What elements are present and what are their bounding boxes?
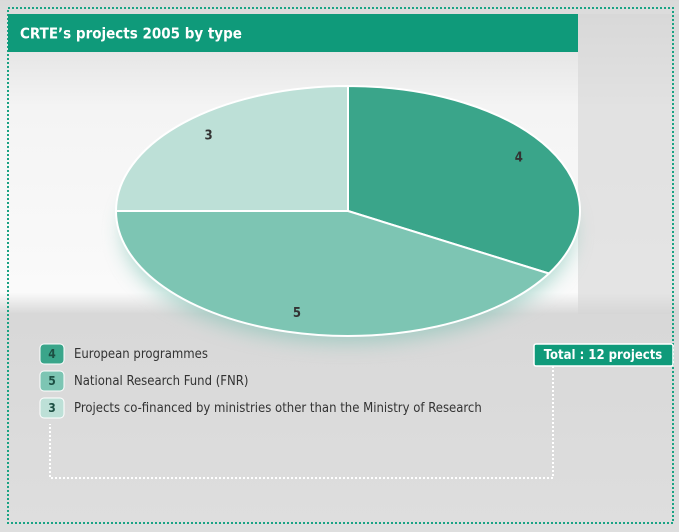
frame xyxy=(7,7,674,524)
legend-value: 4 xyxy=(48,347,56,361)
legend-label: Projects co-financed by ministries other… xyxy=(74,401,482,416)
legend-label: National Research Fund (FNR) xyxy=(74,374,248,389)
legend-swatch xyxy=(39,397,65,419)
legend-value: 3 xyxy=(48,401,56,415)
pie-slice xyxy=(114,84,349,212)
chart-title: CRTE’s projects 2005 by type xyxy=(20,25,242,43)
legend-value: 5 xyxy=(48,374,56,388)
slice-label: 4 xyxy=(515,150,523,165)
total-label: Total : 12 projects xyxy=(544,348,663,363)
total-badge xyxy=(533,343,674,367)
pie-slice xyxy=(347,84,581,275)
slice-label: 5 xyxy=(293,306,301,321)
legend-swatch xyxy=(39,343,65,365)
pie-slice xyxy=(114,210,551,337)
legend-label: European programmes xyxy=(74,347,208,362)
slice-label: 3 xyxy=(204,128,212,143)
connector xyxy=(49,366,554,479)
side-panel xyxy=(578,14,679,314)
legend-swatch xyxy=(39,370,65,392)
title-bar xyxy=(8,14,578,52)
